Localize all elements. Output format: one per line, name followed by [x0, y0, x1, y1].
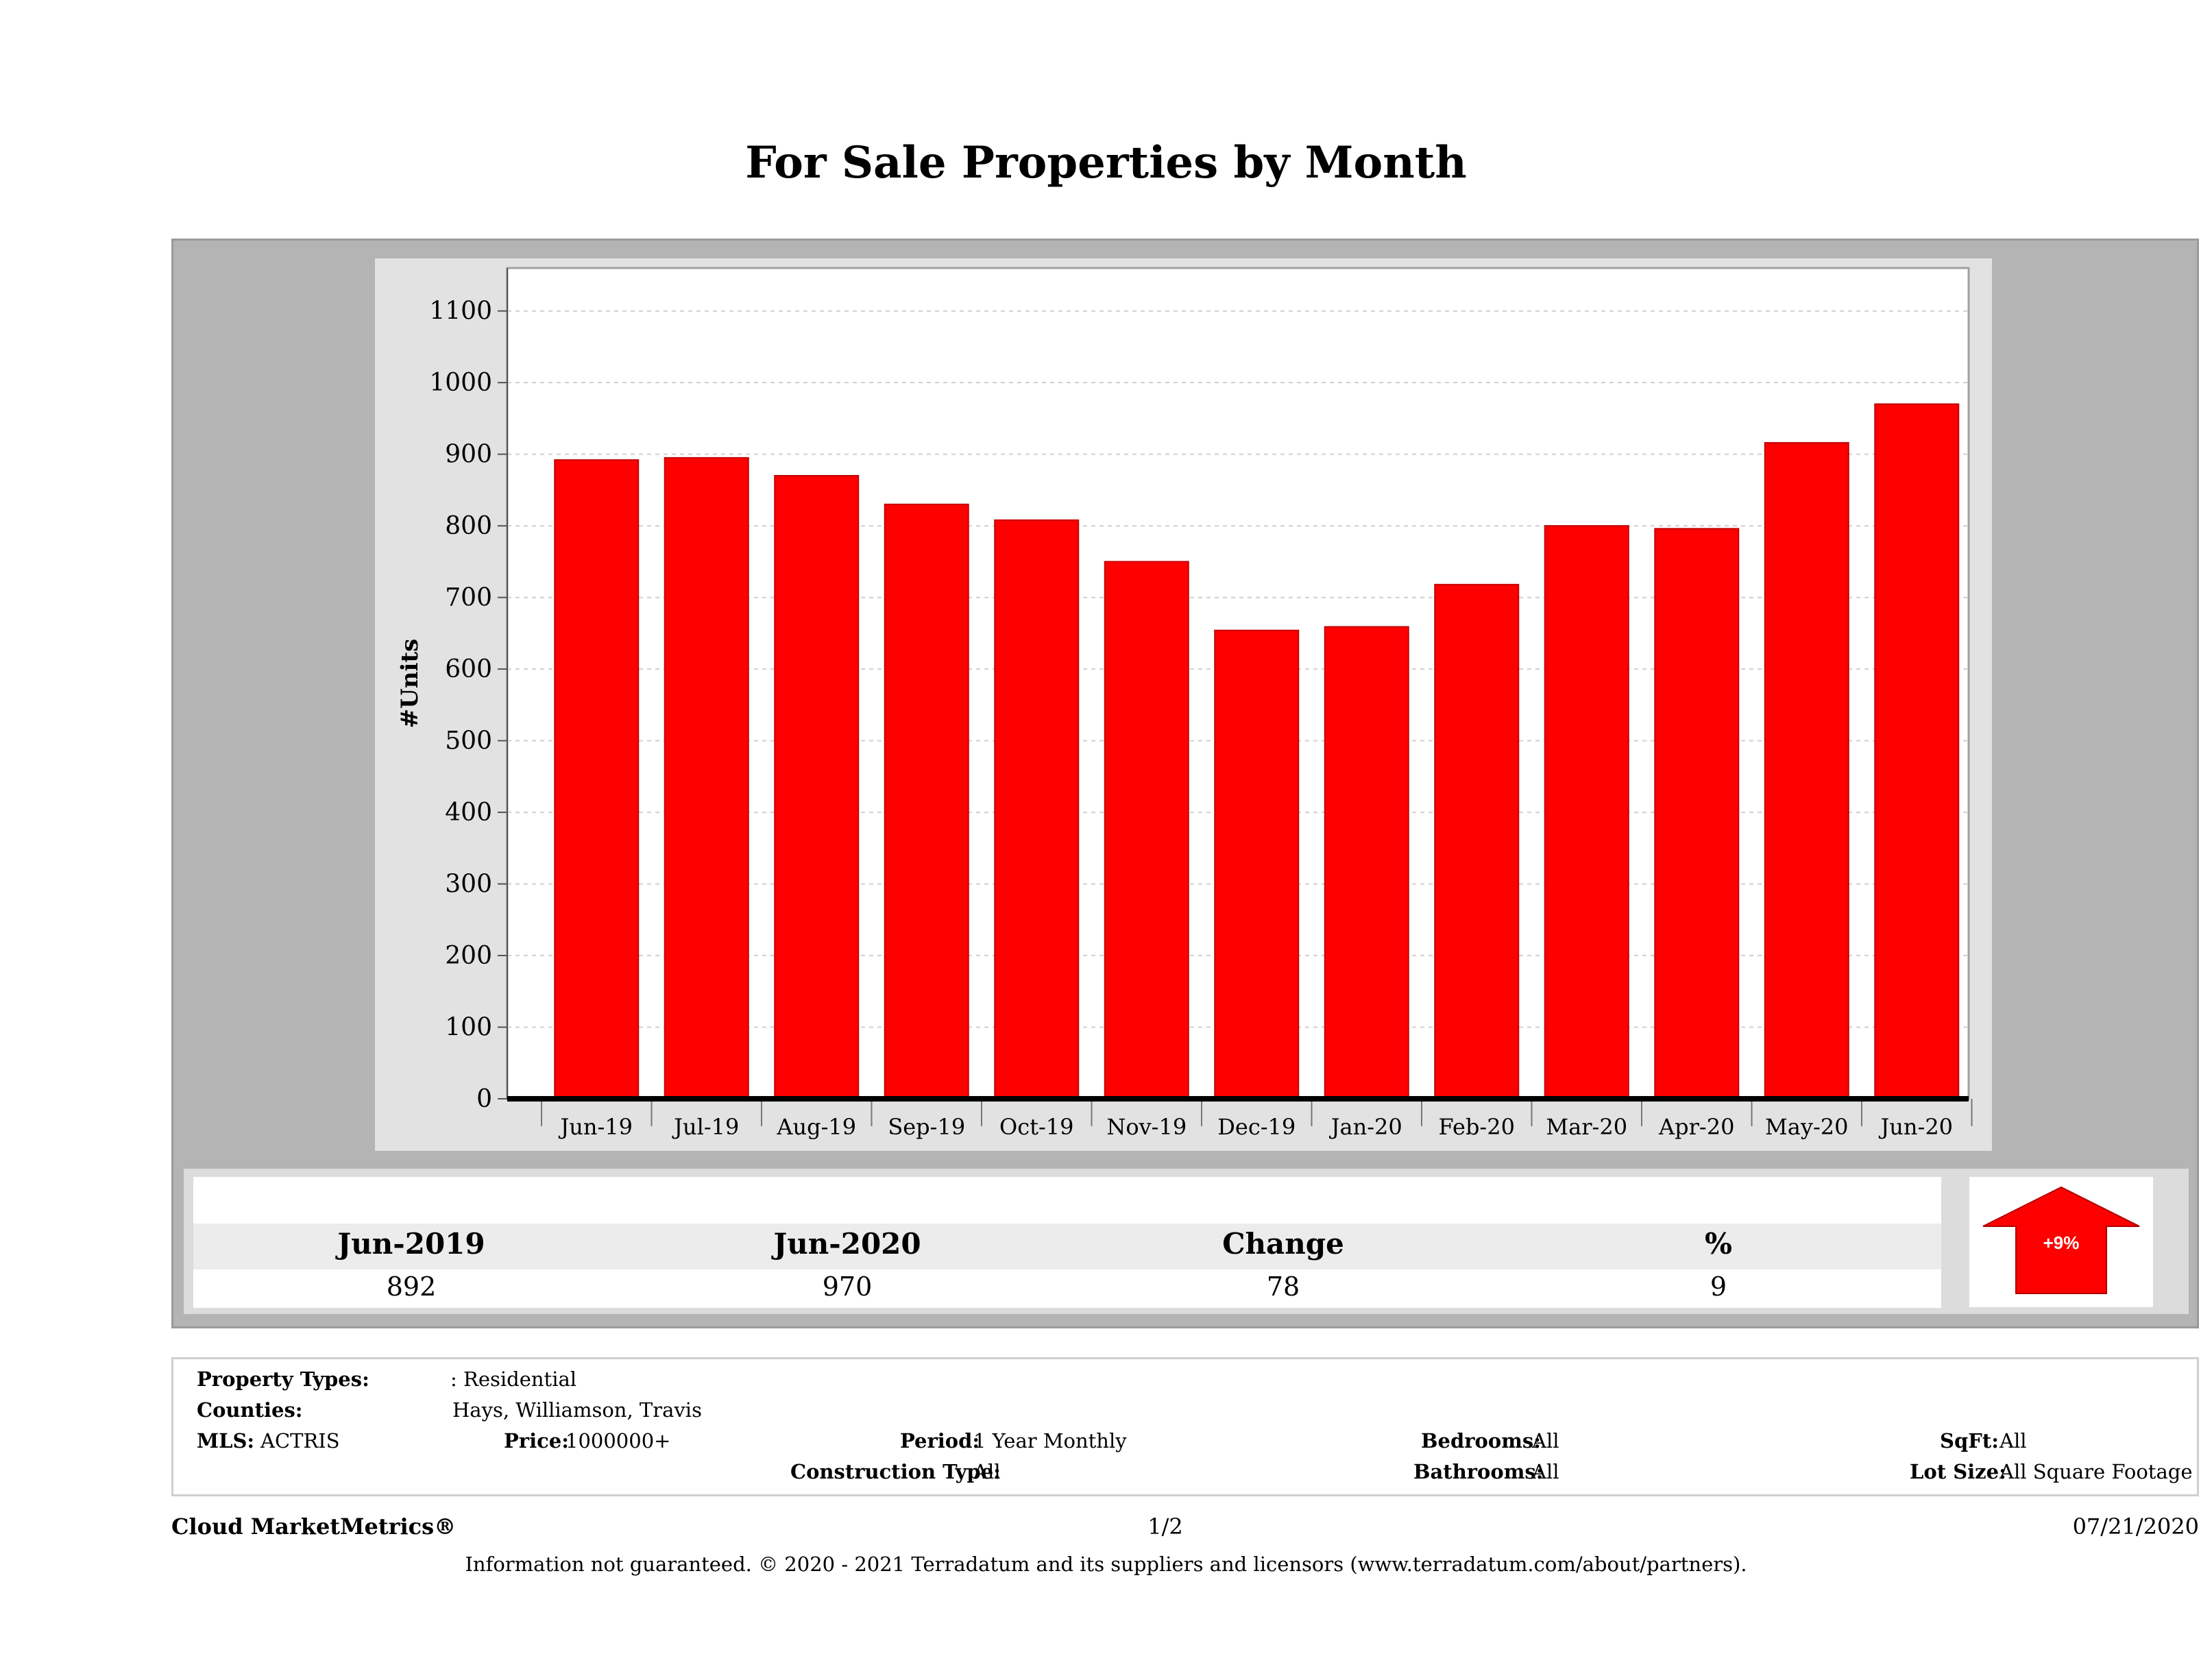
mls-value: ACTRIS [260, 1429, 340, 1452]
stat-header-start: Jun-2019 [337, 1227, 485, 1261]
lot-size-label: Lot Size: [1910, 1460, 2006, 1483]
up-arrow-icon: +9% [1982, 1186, 2140, 1294]
bar [1654, 528, 1740, 1099]
lot-size-value: All Square Footage [2000, 1460, 2193, 1483]
bathrooms-value: All [1532, 1460, 1559, 1483]
x-tick-label: Aug-19 [776, 1114, 856, 1140]
y-tick-label: 700 [445, 584, 492, 612]
page-number: 1/2 [1147, 1513, 1183, 1540]
period-value: 1 Year Monthly [973, 1429, 1127, 1452]
x-tick-label: Nov-19 [1106, 1114, 1187, 1140]
bar [1544, 525, 1629, 1099]
y-tick-label: 600 [445, 655, 492, 683]
criteria-panel [171, 1357, 2199, 1496]
bar [1104, 561, 1189, 1099]
report-date: 07/21/2020 [2072, 1513, 2199, 1540]
disclaimer-text: Information not guaranteed. © 2020 - 202… [465, 1553, 1747, 1576]
stats-value-row [193, 1269, 1941, 1308]
price-label: Price: [504, 1429, 569, 1452]
bathrooms-label: Bathrooms: [1413, 1460, 1544, 1483]
stat-value-start: 892 [386, 1272, 437, 1302]
period-label: Period: [900, 1429, 980, 1452]
price-value: 1000000+ [566, 1429, 671, 1452]
bar [1874, 403, 1960, 1100]
stats-header-strip [193, 1177, 1941, 1224]
change-badge: +9% [1969, 1177, 2153, 1307]
bar-chart: 0 100 200 300 400 500 600 700 800 900 1000 1100 Jun-… [396, 267, 1973, 1140]
x-tick-label: Jul-19 [672, 1114, 739, 1140]
bar [1764, 441, 1849, 1099]
x-tick-label: Feb-20 [1439, 1114, 1515, 1140]
y-tick-label: 200 [445, 942, 492, 970]
y-tick-label: 500 [445, 727, 492, 755]
stat-value-percent: 9 [1710, 1272, 1727, 1302]
bedrooms-label: Bedrooms: [1421, 1429, 1541, 1452]
bar [1214, 629, 1300, 1099]
property-types-label: Property Types: [197, 1367, 369, 1391]
stat-value-end: 970 [822, 1272, 873, 1302]
bar [1434, 583, 1520, 1099]
y-tick-label: 1000 [429, 369, 492, 397]
counties-value: Hays, Williamson, Travis [452, 1398, 702, 1422]
mls-label: MLS: [197, 1429, 255, 1452]
bar [994, 519, 1080, 1099]
y-tick-label: 1100 [429, 297, 492, 326]
y-tick-label: 400 [445, 799, 492, 827]
badge-label: +9% [2043, 1232, 2080, 1253]
x-tick-label: Jan-20 [1329, 1114, 1402, 1140]
sqft-value: All [2000, 1429, 2027, 1452]
stat-header-change: Change [1222, 1227, 1344, 1261]
chart-title: For Sale Properties by Month [745, 137, 1467, 189]
construction-value: All [973, 1460, 1001, 1483]
bar [554, 459, 640, 1099]
bedrooms-value: All [1532, 1429, 1559, 1452]
counties-label: Counties: [197, 1398, 303, 1422]
construction-label: Construction Type: [790, 1460, 1001, 1483]
chart-panel: 0 100 200 300 400 500 600 700 800 900 1000 1100 Jun-… [375, 258, 1992, 1151]
x-tick-label: Jun-20 [1878, 1114, 1953, 1140]
x-tick-label: Oct-19 [999, 1114, 1074, 1140]
x-tick-label: May-20 [1765, 1114, 1848, 1140]
x-tick-label: Sep-19 [888, 1114, 965, 1140]
brand-name: Cloud MarketMetrics® [171, 1513, 457, 1540]
bar [664, 457, 749, 1099]
x-tick-label: Jun-19 [558, 1114, 633, 1140]
y-tick-label: 100 [445, 1014, 492, 1042]
stat-value-change: 78 [1266, 1272, 1300, 1302]
x-tick-label: Dec-19 [1217, 1114, 1296, 1140]
y-tick-label: 900 [445, 441, 492, 469]
stat-header-end: Jun-2020 [773, 1227, 921, 1261]
bar [1324, 626, 1409, 1099]
x-tick-label: Apr-20 [1658, 1114, 1734, 1140]
bar [774, 475, 860, 1099]
stat-header-percent: % [1705, 1227, 1732, 1261]
y-tick-label: 800 [445, 512, 492, 540]
y-tick-label: 0 [476, 1085, 492, 1113]
bar [884, 503, 969, 1099]
y-axis-label: #Units [396, 639, 424, 729]
property-types-value: : Residential [450, 1367, 577, 1391]
sqft-label: SqFt: [1940, 1429, 1999, 1452]
x-tick-label: Mar-20 [1546, 1114, 1627, 1140]
y-tick-label: 300 [445, 871, 492, 899]
